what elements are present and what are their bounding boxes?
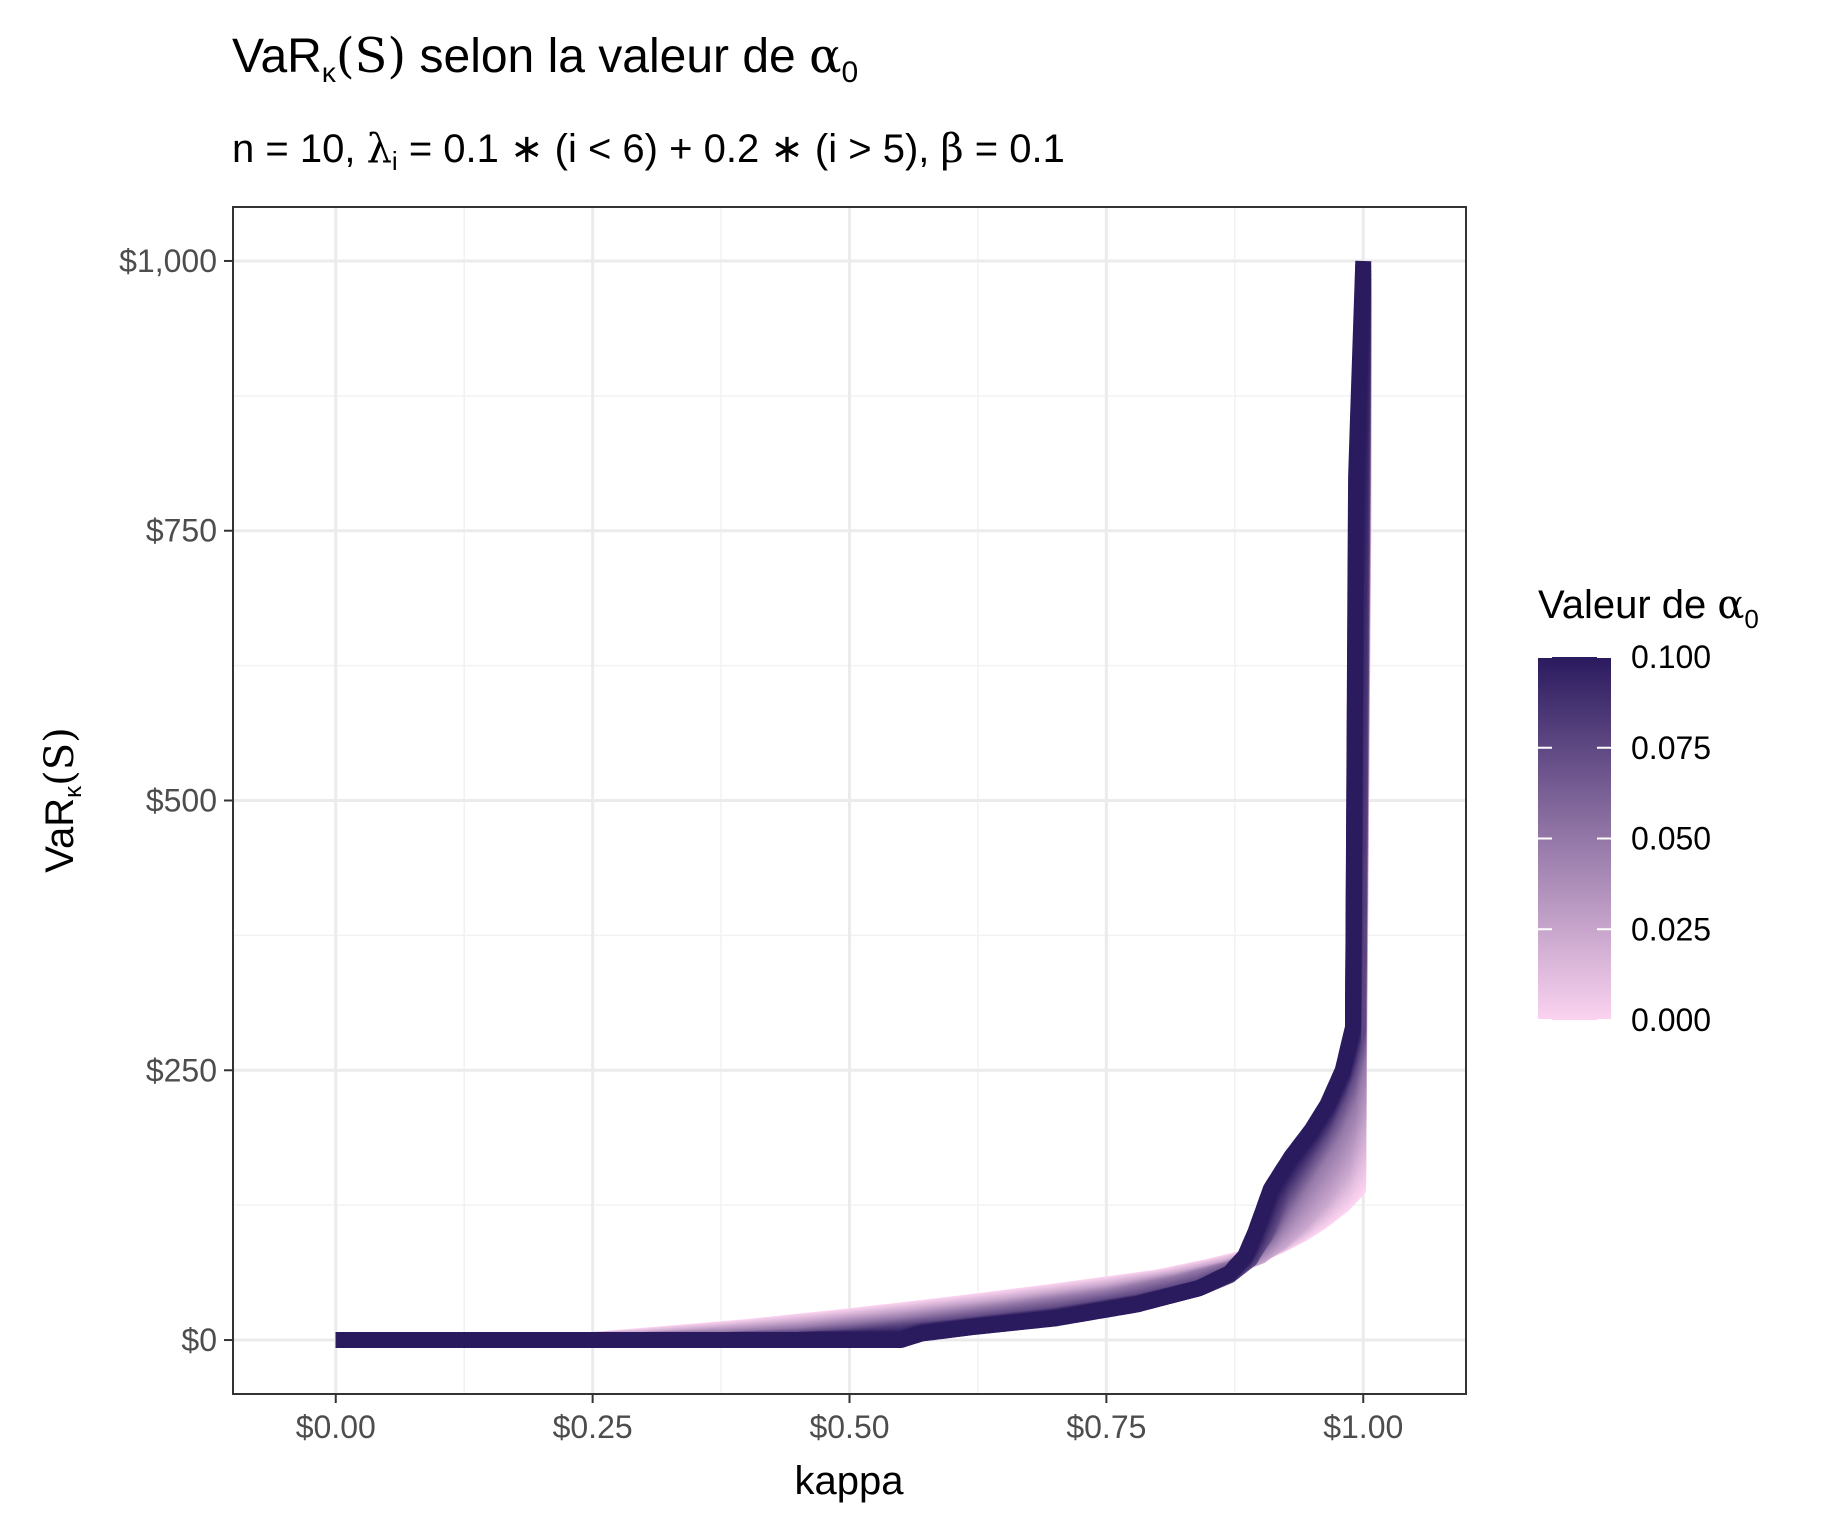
x-tick-label: $0.50 (809, 1409, 889, 1445)
legend-title-prefix: Valeur de (1538, 583, 1717, 627)
legend-title: Valeur de α0 (1538, 582, 1759, 634)
chart-subtitle: n = 10, λi = 0.1 ∗ (i < 6) + 0.2 ∗ (i > … (232, 126, 1065, 176)
y-tick-label: $1,000 (119, 243, 217, 279)
y-title-paren: (S) (37, 727, 83, 786)
legend-ticks: 0.100 0.075 0.050 0.025 0.000 (1538, 639, 1711, 1038)
legend-label: 0.075 (1631, 730, 1711, 766)
legend-label: 0.050 (1631, 821, 1711, 857)
title-mid: selon la valeur de (406, 30, 809, 83)
legend: Valeur de α0 0.100 0.075 0.050 0.025 0.000 (1538, 582, 1759, 1038)
title-alpha-sub: 0 (842, 56, 859, 89)
series-lines (330, 260, 1372, 1348)
y-tick-label: $750 (146, 513, 217, 549)
title-paren: (S) (336, 28, 406, 84)
y-axis-title: VaRκ(S) (37, 727, 87, 872)
legend-title-alpha: α (1717, 582, 1744, 628)
legend-label: 0.100 (1631, 639, 1711, 675)
y-tick-label: $500 (146, 783, 217, 819)
axes: $0.00 $0.25 $0.50 $0.75 $1.00 $0 $250 $500 $750 $… (119, 243, 1403, 1445)
x-tick-label: $0.00 (296, 1409, 376, 1445)
legend-title-sub: 0 (1744, 604, 1758, 634)
subtitle-lambda-sub: i (392, 146, 398, 176)
subtitle-beta-expr: = 0.1 (964, 127, 1065, 171)
y-tick-label: $250 (146, 1052, 217, 1088)
y-tick-label: $0 (181, 1322, 217, 1358)
y-title-kappa: κ (60, 785, 87, 798)
legend-label: 0.000 (1631, 1002, 1711, 1038)
subtitle-lambda-expr: = 0.1 ∗ (i < 6) + 0.2 ∗ (i > 5), (398, 127, 941, 171)
x-tick-label: $0.75 (1066, 1409, 1146, 1445)
legend-label: 0.025 (1631, 911, 1711, 947)
series-line (330, 260, 1372, 1348)
x-tick-label: $1.00 (1323, 1409, 1403, 1445)
subtitle-lambda: λ (367, 126, 392, 172)
y-title-var: VaR (38, 798, 82, 873)
x-tick-label: $0.25 (553, 1409, 633, 1445)
chart-title: VaRκ(S) selon la valeur de α0 (232, 28, 858, 89)
x-axis-title: kappa (795, 1459, 905, 1503)
subtitle-n: n = 10, (232, 127, 367, 171)
title-var: VaR (232, 30, 322, 83)
title-alpha: α (809, 28, 841, 84)
title-kappa: κ (322, 57, 337, 88)
subtitle-beta: β (941, 126, 964, 172)
